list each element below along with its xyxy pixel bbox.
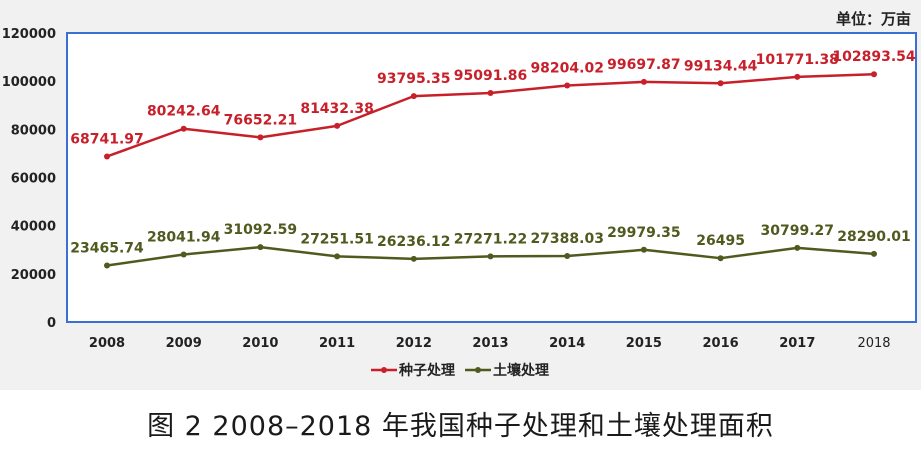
x-tick-label: 2012 bbox=[396, 336, 432, 351]
data-label: 27271.22 bbox=[454, 231, 528, 247]
data-point bbox=[180, 251, 187, 258]
x-tick-label: 2010 bbox=[242, 336, 278, 351]
legend-label-soil: 土壤处理 bbox=[493, 362, 549, 379]
data-label: 30799.27 bbox=[761, 223, 835, 239]
plot-area bbox=[66, 32, 917, 323]
data-point bbox=[564, 82, 571, 89]
data-point bbox=[717, 255, 724, 262]
data-point bbox=[640, 78, 647, 85]
y-tick-label: 80000 bbox=[11, 123, 56, 138]
data-point bbox=[640, 246, 647, 253]
data-label: 101771.38 bbox=[756, 52, 839, 68]
x-tick-label: 2013 bbox=[472, 336, 508, 351]
data-point bbox=[104, 262, 110, 269]
x-tick-label: 2018 bbox=[857, 336, 890, 351]
data-label: 68741.97 bbox=[70, 131, 144, 147]
chart-panel: 0 20000 40000 60000 80000 100000 120000 2008 20… bbox=[0, 0, 921, 390]
data-point bbox=[564, 253, 571, 260]
data-label: 27388.03 bbox=[530, 231, 604, 247]
line-chart: 0 20000 40000 60000 80000 100000 120000 2008 20… bbox=[2, 27, 917, 379]
data-point bbox=[410, 255, 417, 262]
y-tick-label: 40000 bbox=[11, 220, 56, 235]
x-tick-label: 2008 bbox=[89, 336, 125, 351]
x-tick-label: 2014 bbox=[549, 336, 585, 351]
y-tick-label: 20000 bbox=[11, 268, 56, 283]
x-tick-label: 2015 bbox=[626, 336, 662, 351]
legend: 种子处理 土壤处理 bbox=[371, 362, 549, 379]
data-point bbox=[871, 71, 877, 78]
data-label: 26236.12 bbox=[377, 234, 451, 250]
data-point bbox=[794, 73, 801, 80]
x-tick-label: 2016 bbox=[703, 336, 739, 351]
data-point bbox=[104, 153, 110, 160]
legend-marker-seed bbox=[381, 367, 387, 373]
data-label: 26495 bbox=[696, 233, 745, 249]
data-label: 31092.59 bbox=[224, 222, 298, 238]
y-tick-label: 120000 bbox=[2, 27, 56, 42]
data-point bbox=[257, 244, 264, 251]
data-point bbox=[334, 122, 341, 129]
data-point bbox=[257, 134, 264, 141]
data-point bbox=[410, 93, 417, 100]
data-label: 80242.64 bbox=[147, 104, 221, 120]
data-point bbox=[487, 89, 494, 96]
data-label: 23465.74 bbox=[70, 240, 144, 256]
data-point bbox=[717, 80, 724, 87]
data-label: 95091.86 bbox=[454, 68, 528, 84]
x-tick-label: 2011 bbox=[319, 336, 355, 351]
data-label: 93795.35 bbox=[377, 71, 451, 87]
figure-caption: 图 2 2008–2018 年我国种子处理和土壤处理面积 bbox=[147, 411, 774, 442]
x-tick-label: 2017 bbox=[779, 336, 815, 351]
data-point bbox=[871, 250, 877, 257]
unit-label: 单位：万亩 bbox=[835, 10, 911, 28]
legend-marker-soil bbox=[475, 367, 481, 373]
y-tick-label: 0 bbox=[47, 316, 56, 331]
legend-label-seed: 种子处理 bbox=[398, 362, 455, 379]
data-label: 27251.51 bbox=[300, 231, 374, 247]
data-label: 99697.87 bbox=[607, 57, 681, 73]
data-label: 29979.35 bbox=[607, 225, 681, 241]
x-tick-label: 2009 bbox=[166, 336, 202, 351]
data-label: 102893.54 bbox=[832, 49, 916, 65]
data-label: 76652.21 bbox=[224, 112, 298, 128]
data-label: 99134.44 bbox=[684, 58, 758, 74]
data-point bbox=[180, 125, 187, 132]
data-label: 98204.02 bbox=[530, 60, 604, 76]
data-point bbox=[334, 253, 341, 260]
data-point bbox=[487, 253, 494, 260]
data-label: 81432.38 bbox=[300, 101, 374, 117]
data-label: 28290.01 bbox=[837, 229, 911, 245]
data-point bbox=[794, 244, 801, 251]
y-tick-label: 60000 bbox=[11, 172, 56, 187]
y-tick-label: 100000 bbox=[2, 75, 56, 90]
data-label: 28041.94 bbox=[147, 229, 221, 245]
